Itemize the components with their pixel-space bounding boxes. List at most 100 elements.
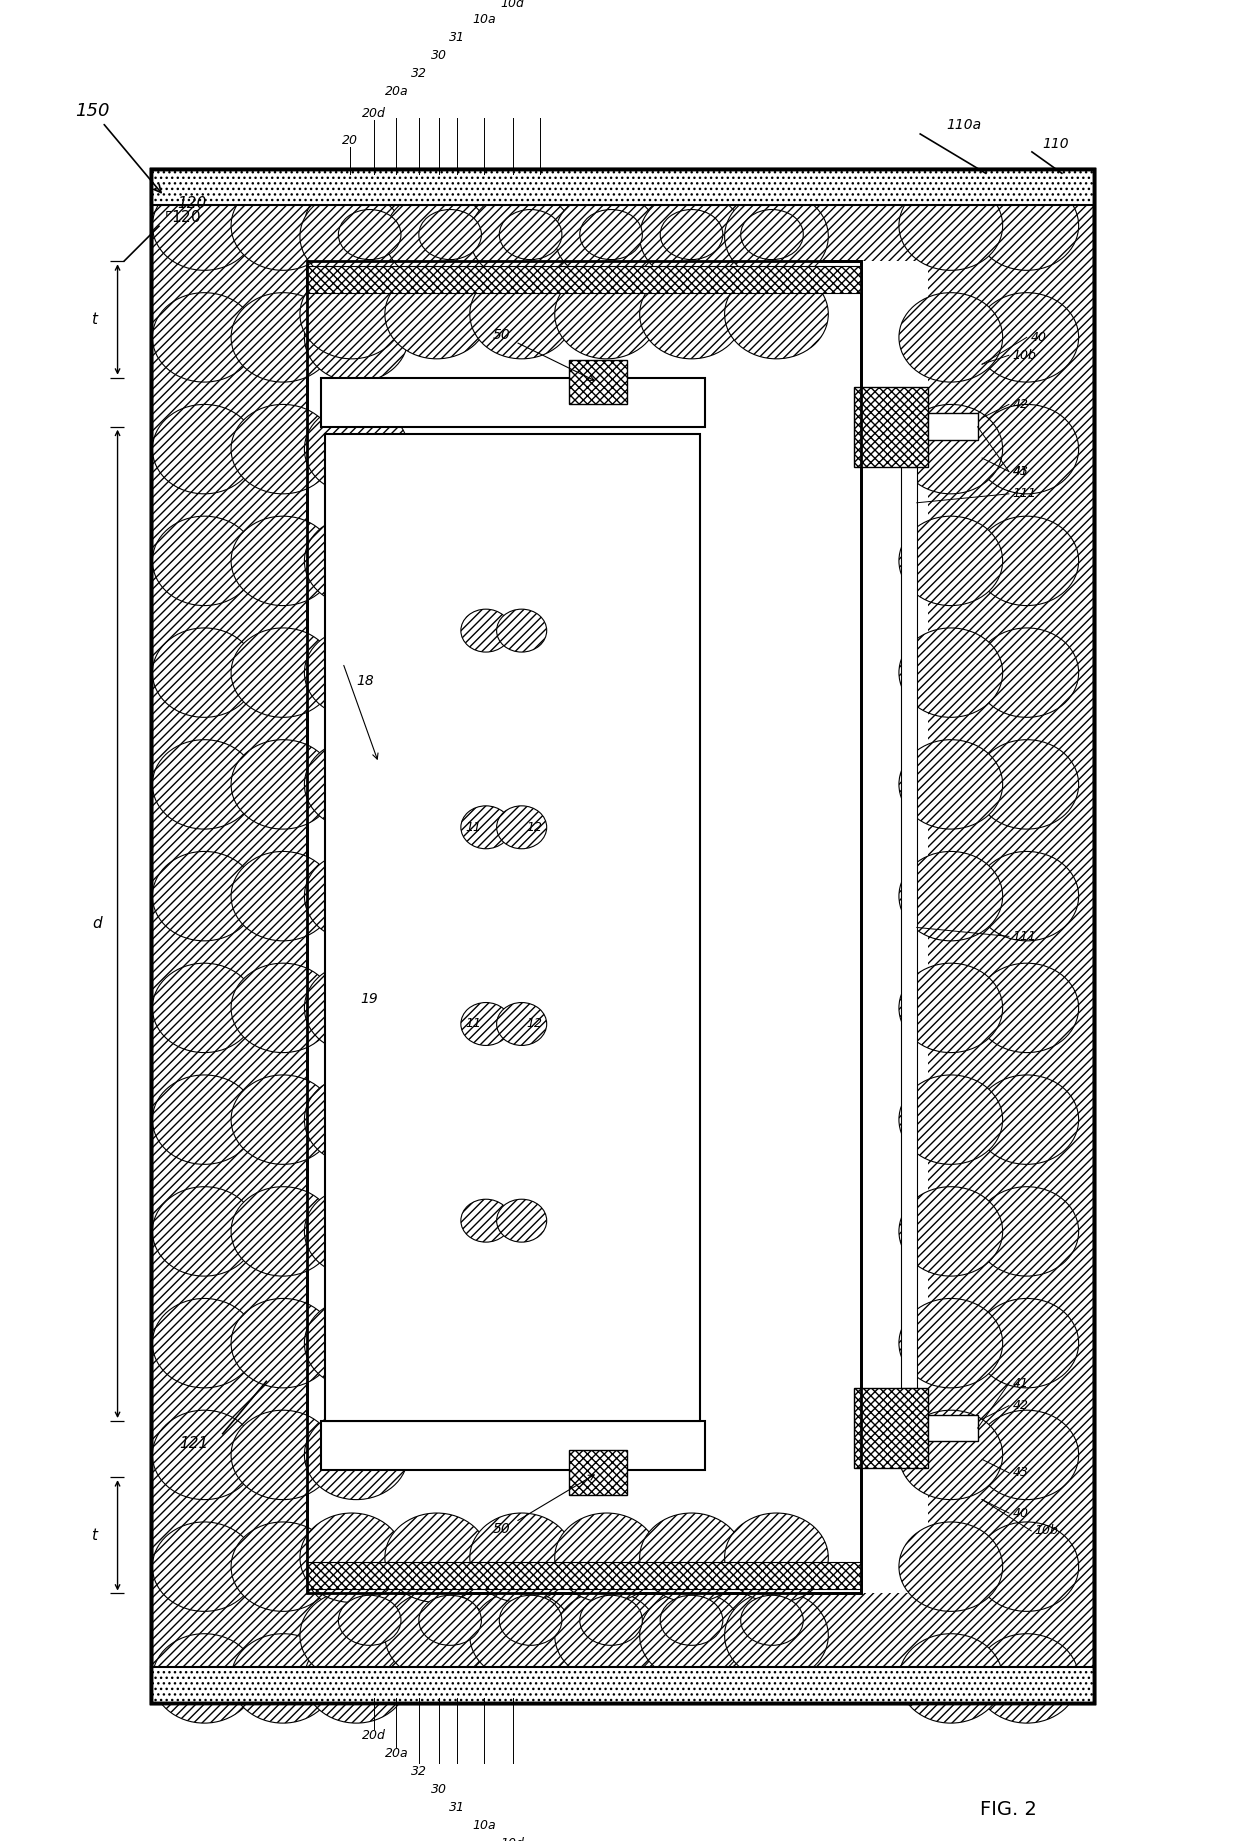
Ellipse shape — [899, 1523, 1003, 1611]
Ellipse shape — [300, 1591, 404, 1681]
Ellipse shape — [470, 1591, 574, 1681]
Ellipse shape — [975, 515, 1079, 606]
Bar — [308, 261, 929, 1594]
Text: 110a: 110a — [946, 118, 981, 131]
Ellipse shape — [497, 1198, 547, 1243]
Ellipse shape — [554, 191, 658, 282]
Bar — [150, 169, 1094, 1703]
Text: 111: 111 — [1013, 488, 1037, 501]
Ellipse shape — [339, 1596, 401, 1646]
Ellipse shape — [153, 628, 257, 718]
Ellipse shape — [975, 740, 1079, 828]
Text: 42: 42 — [1013, 398, 1028, 411]
Ellipse shape — [231, 293, 335, 383]
Text: 20d: 20d — [362, 107, 386, 120]
Ellipse shape — [153, 1075, 257, 1164]
Ellipse shape — [899, 180, 1003, 271]
Ellipse shape — [975, 1187, 1079, 1276]
Ellipse shape — [153, 1298, 257, 1388]
Bar — [150, 169, 1094, 1703]
Ellipse shape — [975, 1298, 1079, 1388]
Ellipse shape — [384, 269, 489, 359]
Ellipse shape — [660, 210, 723, 260]
Ellipse shape — [724, 1591, 828, 1681]
Text: 50: 50 — [494, 328, 511, 342]
Text: 32: 32 — [410, 1766, 427, 1778]
Ellipse shape — [461, 806, 511, 849]
Ellipse shape — [899, 293, 1003, 383]
Ellipse shape — [231, 1410, 335, 1500]
Ellipse shape — [975, 1523, 1079, 1611]
Ellipse shape — [554, 269, 658, 359]
Ellipse shape — [975, 963, 1079, 1053]
Text: FIG. 2: FIG. 2 — [981, 1800, 1038, 1819]
Ellipse shape — [497, 806, 547, 849]
Text: 30: 30 — [432, 1784, 448, 1797]
Bar — [150, 1666, 1094, 1703]
Ellipse shape — [640, 269, 743, 359]
Ellipse shape — [975, 1075, 1079, 1164]
Bar — [569, 359, 627, 405]
Bar — [569, 1451, 627, 1495]
Ellipse shape — [554, 1513, 658, 1602]
Ellipse shape — [384, 1591, 489, 1681]
Ellipse shape — [231, 1523, 335, 1611]
Ellipse shape — [153, 293, 257, 383]
Text: 10b: 10b — [1035, 1524, 1059, 1537]
Text: 20d: 20d — [362, 1729, 386, 1742]
Ellipse shape — [554, 1591, 658, 1681]
Bar — [149, 168, 1096, 1705]
Ellipse shape — [231, 180, 335, 271]
Bar — [320, 1421, 704, 1471]
Ellipse shape — [899, 1410, 1003, 1500]
Text: 32: 32 — [410, 66, 427, 79]
Ellipse shape — [231, 1633, 335, 1723]
Ellipse shape — [497, 609, 547, 652]
Text: 41: 41 — [1013, 1377, 1028, 1390]
Bar — [929, 1414, 977, 1442]
Text: 10a: 10a — [472, 13, 496, 26]
Ellipse shape — [470, 1513, 574, 1602]
Text: 40: 40 — [1030, 331, 1047, 344]
Bar — [308, 1563, 862, 1589]
Text: 111: 111 — [1013, 930, 1037, 943]
Text: 12: 12 — [526, 1018, 542, 1031]
Ellipse shape — [740, 210, 804, 260]
Text: 11: 11 — [465, 821, 481, 834]
Ellipse shape — [419, 1596, 481, 1646]
Ellipse shape — [899, 405, 1003, 493]
Ellipse shape — [231, 963, 335, 1053]
Bar — [325, 434, 701, 1421]
Ellipse shape — [339, 210, 401, 260]
Ellipse shape — [975, 180, 1079, 271]
Ellipse shape — [497, 1003, 547, 1046]
Ellipse shape — [304, 1633, 408, 1723]
Text: $\mathsf{\ulcorner}$120: $\mathsf{\ulcorner}$120 — [164, 208, 201, 225]
Text: 41: 41 — [1013, 466, 1028, 479]
Ellipse shape — [304, 1075, 408, 1164]
Text: 11: 11 — [465, 1018, 481, 1031]
Text: 10d: 10d — [501, 0, 525, 11]
Ellipse shape — [153, 515, 257, 606]
Ellipse shape — [231, 1187, 335, 1276]
Text: 43: 43 — [1013, 1465, 1028, 1480]
Ellipse shape — [231, 1075, 335, 1164]
Text: 50: 50 — [494, 1523, 511, 1535]
Ellipse shape — [740, 1596, 804, 1646]
Ellipse shape — [384, 1513, 489, 1602]
Text: 12: 12 — [526, 821, 542, 834]
Bar — [854, 1388, 929, 1469]
Text: 31: 31 — [449, 1800, 465, 1813]
Bar — [308, 265, 862, 293]
Text: 110: 110 — [1042, 138, 1069, 151]
Text: 31: 31 — [449, 31, 465, 44]
Text: 121: 121 — [180, 1436, 208, 1451]
Ellipse shape — [304, 515, 408, 606]
Bar — [854, 387, 929, 468]
Ellipse shape — [461, 1198, 511, 1243]
Bar — [150, 169, 1094, 1703]
Ellipse shape — [300, 191, 404, 282]
Bar — [320, 377, 704, 427]
Ellipse shape — [660, 1596, 723, 1646]
Text: 43: 43 — [1013, 466, 1028, 479]
